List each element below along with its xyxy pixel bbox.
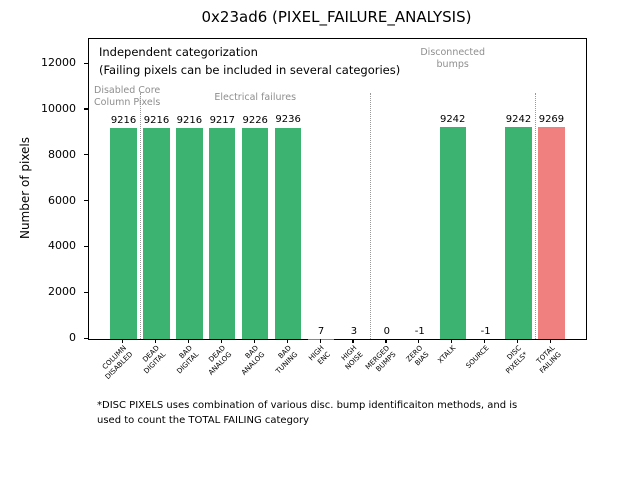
y-tick-label: 0: [69, 331, 76, 344]
x-tick-label: DISC PIXELS*: [504, 344, 530, 376]
x-tick-label: DEAD ANALOG: [206, 344, 234, 377]
x-tick-mark: [319, 339, 321, 343]
chart-title: 0x23ad6 (PIXEL_FAILURE_ANALYSIS): [201, 8, 472, 26]
bar-value-label: 9269: [538, 113, 565, 125]
x-tick-mark: [352, 339, 354, 343]
x-tick-mark: [549, 339, 552, 343]
bar-value-label: 0: [383, 326, 391, 337]
x-tick-label: TOTAL FAILING: [534, 344, 563, 376]
bar-value-label: 9216: [176, 114, 203, 126]
x-tick-label: COLUMN DISABLED: [101, 344, 135, 382]
bar: [274, 127, 302, 339]
y-tick-label: 4000: [48, 239, 76, 253]
bar: [242, 127, 269, 339]
bar: [505, 127, 532, 339]
group-separator-line: [140, 93, 142, 339]
separators-layer: [89, 39, 586, 339]
x-tick-label: BAD ANALOG: [239, 344, 267, 377]
x-tick-label: XTALK: [436, 344, 458, 365]
bar: [439, 127, 466, 339]
y-tick-label: 8000: [48, 147, 76, 161]
group-separator-line: [534, 93, 536, 339]
group-label: Disabled Core Column Pixels: [94, 85, 161, 109]
group-separator-line: [370, 93, 372, 339]
x-tick-mark: [154, 339, 157, 343]
x-tick-mark: [253, 339, 255, 343]
value-labels-layer: 9216 9216 9216 9217 9226 9236 7 3 0 -1 9242 -1 9242 9…: [89, 39, 586, 339]
bar-value-label: 9216: [110, 114, 137, 126]
x-tick-mark: [484, 339, 486, 343]
x-tick-label: HIGH NOISE: [340, 344, 366, 372]
x-tick-label: DEAD DIGITAL: [141, 344, 168, 376]
group-labels-layer: Disabled Core Column Pixels Electrical fa…: [89, 39, 586, 339]
group-label: Disconnected bumps: [420, 47, 486, 71]
bar-value-label: 3: [350, 325, 358, 337]
y-tick-mark: [84, 200, 88, 202]
x-tick-marks: [88, 339, 585, 344]
bar: [110, 127, 137, 339]
y-tick-mark: [84, 108, 88, 110]
bar-value-label: 9242: [439, 114, 466, 126]
x-tick-mark: [187, 339, 190, 343]
bar-value-label: 9217: [209, 114, 236, 126]
y-tick-mark: [84, 62, 88, 64]
footnote: *DISC PIXELS uses combination of various…: [97, 400, 518, 426]
y-tick-label: 2000: [48, 285, 76, 299]
bars-layer: [89, 39, 586, 339]
x-tick-mark: [220, 339, 222, 343]
y-tick-labels: 0 2000 4000 6000 8000 10000 12000: [0, 38, 84, 344]
x-tick-mark: [286, 339, 288, 343]
y-tick-label: 12000: [41, 56, 76, 70]
bar-value-label: 9236: [275, 114, 301, 126]
y-tick-marks: [84, 38, 88, 339]
x-tick-label: BAD DIGITAL: [175, 344, 201, 376]
x-tick-mark: [385, 339, 387, 343]
bar: [176, 127, 203, 339]
annotation-line-2: (Failing pixels can be included in sever…: [99, 63, 401, 77]
x-tick-label: SOURCE: [464, 344, 491, 371]
bar-value-label: 7: [317, 325, 325, 337]
x-tick-mark: [122, 339, 124, 343]
bar: [209, 127, 236, 339]
y-tick-mark: [84, 245, 88, 248]
bar-value-label: 9242: [505, 114, 532, 126]
y-tick-label: 10000: [41, 101, 76, 115]
x-tick-mark: [418, 339, 420, 343]
x-tick-mark: [517, 339, 519, 343]
y-tick-mark: [84, 154, 88, 156]
group-label: Electrical failures: [214, 92, 297, 103]
y-tick-mark: [84, 291, 88, 293]
bar-value-label: -1: [414, 326, 425, 337]
x-tick-label: BAD TUNING: [274, 344, 300, 376]
x-tick-mark: [451, 339, 453, 343]
plot-area: Disabled Core Column Pixels Electrical fa…: [88, 38, 587, 340]
bar: [538, 126, 565, 339]
bar-value-label: 9216: [143, 114, 170, 126]
x-tick-label: ZERO BIAS: [404, 344, 431, 368]
y-tick-mark: [84, 337, 88, 339]
bar: [143, 127, 170, 339]
x-tick-label: MERGED BUMPS: [364, 344, 398, 374]
bar-value-label: 9226: [242, 114, 268, 126]
annotation-line-1: Independent categorization: [99, 45, 258, 59]
y-tick-label: 6000: [48, 193, 76, 207]
bar-value-label: -1: [480, 326, 491, 337]
x-tick-label: HIGH ENC: [307, 344, 333, 367]
